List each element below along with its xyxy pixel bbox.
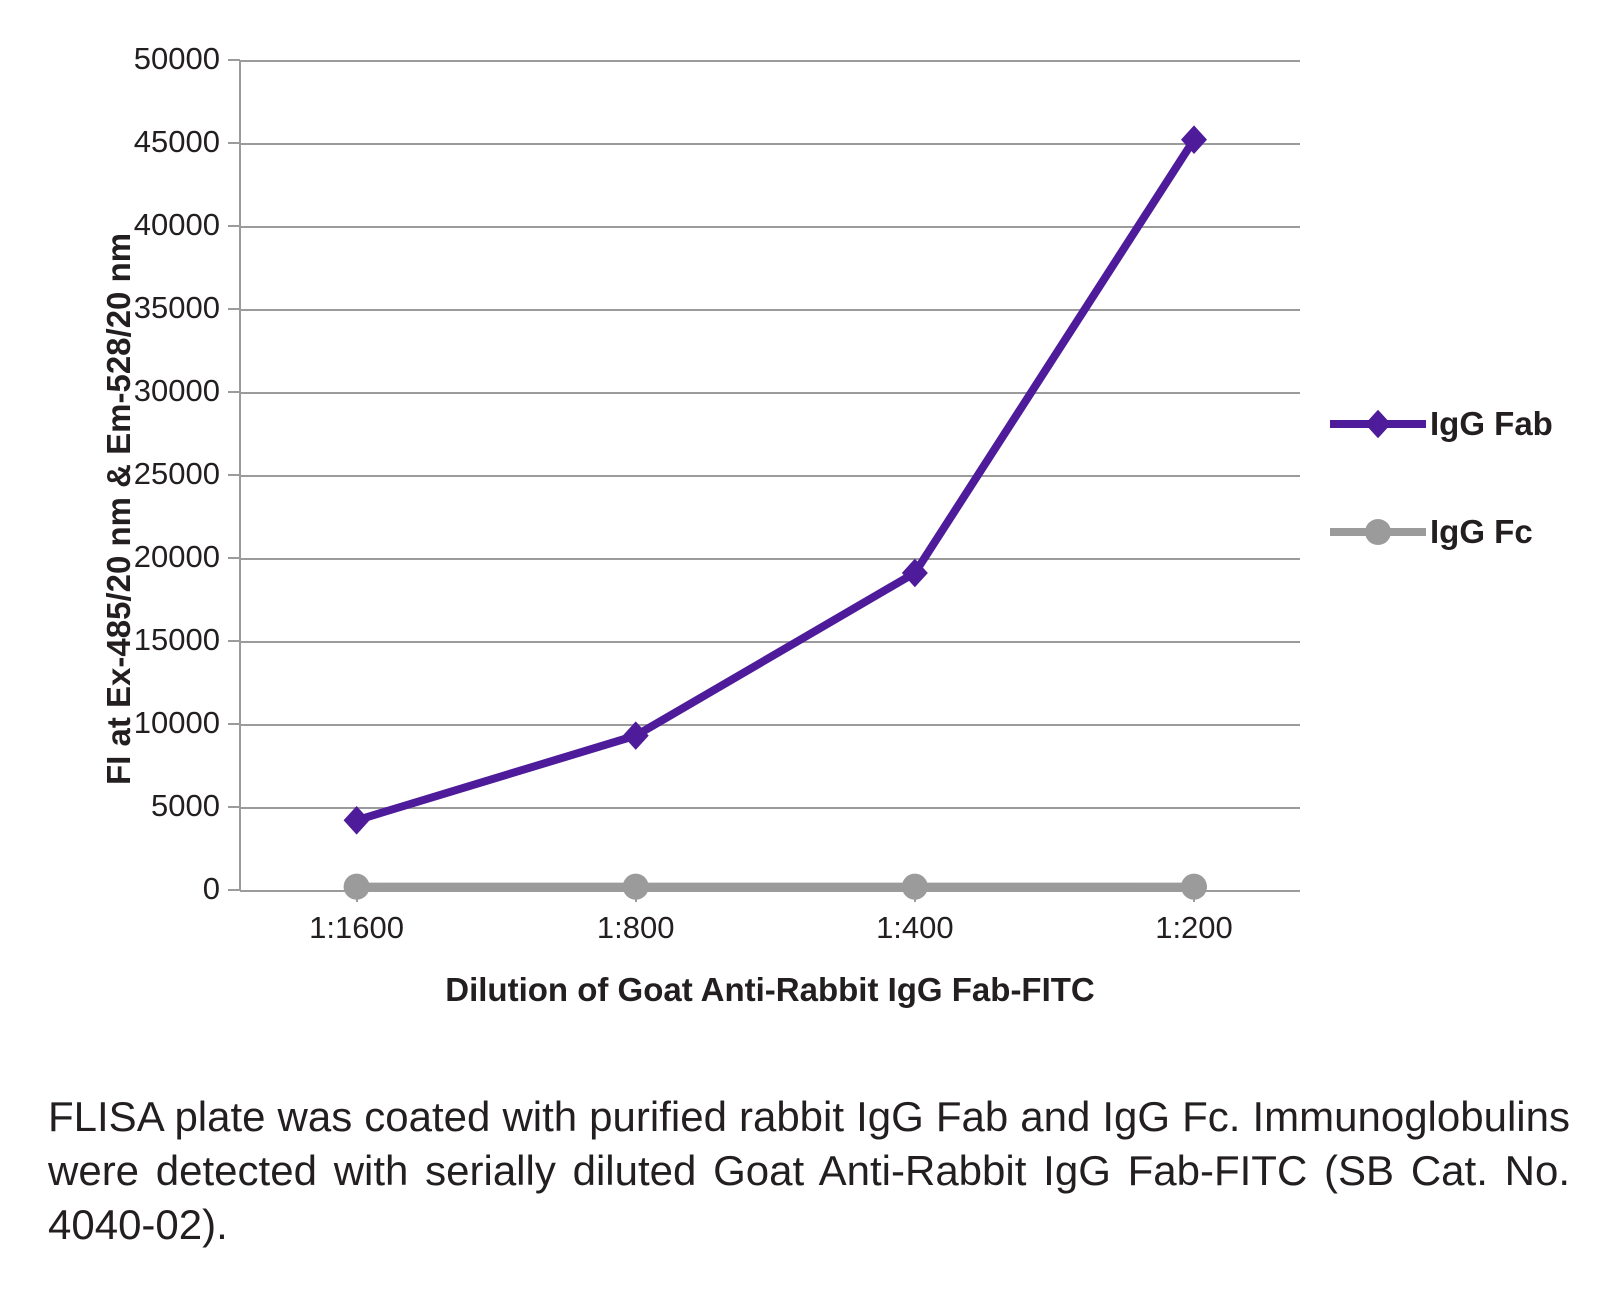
y-tick-label: 20000 bbox=[134, 539, 220, 575]
line-chart: FI at Ex-485/20 nm & Em-528/20 nm Diluti… bbox=[40, 30, 1577, 1050]
x-tick-label: 1:800 bbox=[556, 910, 716, 946]
x-tick bbox=[635, 890, 637, 902]
y-tick-label: 45000 bbox=[134, 124, 220, 160]
x-tick-label: 1:400 bbox=[835, 910, 995, 946]
y-tick-label: 50000 bbox=[134, 41, 220, 77]
y-tick-label: 10000 bbox=[134, 705, 220, 741]
x-axis-label: Dilution of Goat Anti-Rabbit IgG Fab-FIT… bbox=[240, 971, 1300, 1009]
legend-swatch bbox=[1330, 516, 1426, 548]
y-axis-label: FI at Ex-485/20 nm & Em-528/20 nm bbox=[100, 233, 138, 785]
series-igg-fab bbox=[344, 125, 1207, 834]
y-tick-label: 25000 bbox=[134, 456, 220, 492]
x-tick bbox=[914, 890, 916, 902]
caption-text: FLISA plate was coated with purified rab… bbox=[48, 1090, 1570, 1251]
series-svg bbox=[240, 60, 1300, 890]
x-tick bbox=[356, 890, 358, 902]
legend-swatch bbox=[1330, 408, 1426, 440]
series-igg-fc bbox=[344, 874, 1207, 900]
x-tick-label: 1:200 bbox=[1114, 910, 1274, 946]
legend-label: IgG Fab bbox=[1430, 405, 1553, 443]
legend-item: IgG Fc bbox=[1330, 513, 1553, 551]
legend: IgG Fab IgG Fc bbox=[1330, 405, 1553, 621]
legend-label: IgG Fc bbox=[1430, 513, 1533, 551]
y-tick-label: 30000 bbox=[134, 373, 220, 409]
y-tick-label: 5000 bbox=[151, 788, 220, 824]
y-tick-label: 35000 bbox=[134, 290, 220, 326]
x-tick bbox=[1193, 890, 1195, 902]
page: FI at Ex-485/20 nm & Em-528/20 nm Diluti… bbox=[0, 0, 1617, 1308]
y-tick-label: 0 bbox=[203, 871, 220, 907]
y-tick-label: 15000 bbox=[134, 622, 220, 658]
y-tick-label: 40000 bbox=[134, 207, 220, 243]
legend-item: IgG Fab bbox=[1330, 405, 1553, 443]
y-axis-line bbox=[239, 60, 241, 890]
plot-area bbox=[240, 60, 1300, 890]
x-tick-label: 1:1600 bbox=[277, 910, 437, 946]
